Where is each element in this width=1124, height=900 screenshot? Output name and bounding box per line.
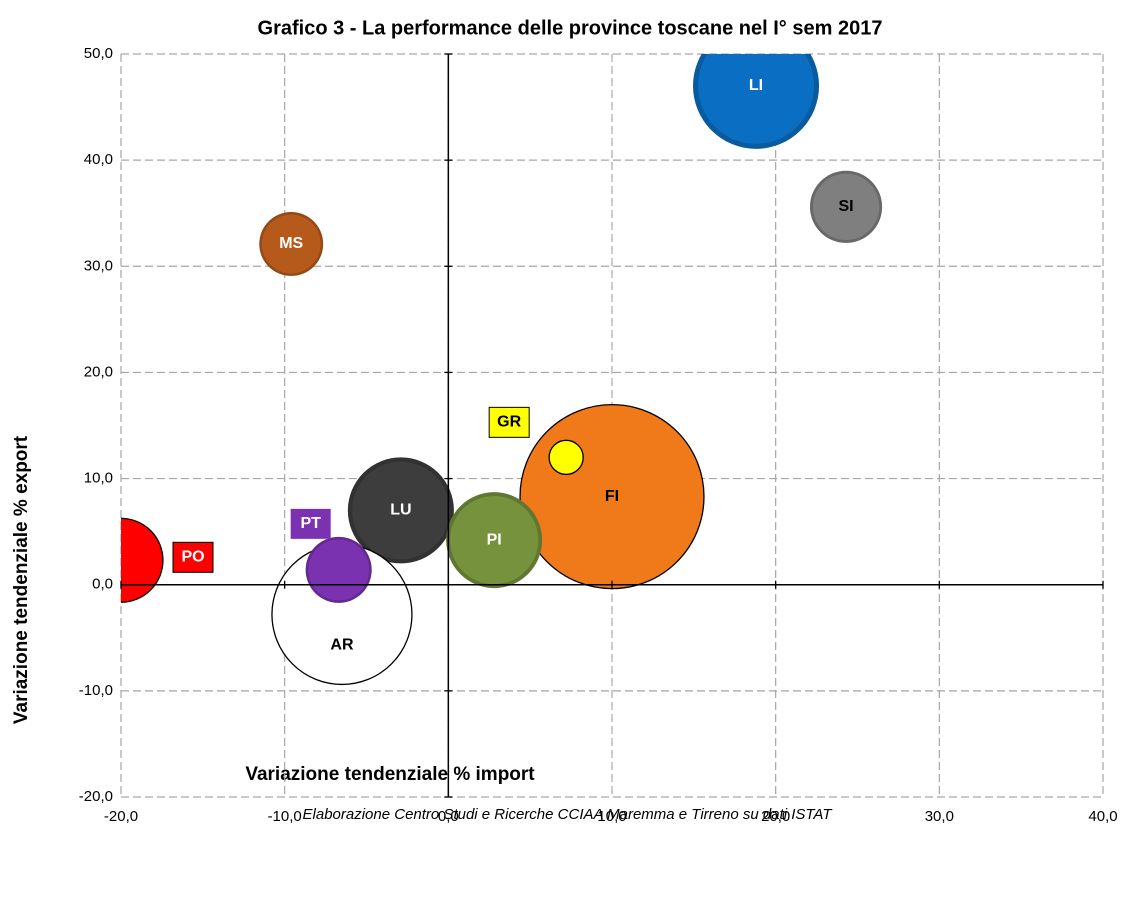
x-tick-label: -20,0	[104, 808, 138, 825]
x-tick-label: 30,0	[925, 808, 954, 825]
bubble-label: MS	[279, 235, 303, 252]
bubble-label: SI	[838, 198, 853, 215]
y-tick-label: 0,0	[92, 576, 113, 593]
bubble-label: LU	[390, 502, 411, 519]
bubble	[809, 170, 883, 243]
chart-title: Grafico 3 - La performance delle provinc…	[258, 17, 883, 39]
bubble-shade	[305, 536, 372, 603]
bubble-shade	[259, 212, 324, 276]
y-tick-label: 30,0	[84, 257, 113, 274]
x-tick-label: -10,0	[268, 808, 302, 825]
x-tick-label: 40,0	[1088, 808, 1117, 825]
y-tick-label: 40,0	[84, 151, 113, 168]
bubble	[548, 439, 584, 476]
bubble	[259, 212, 324, 276]
bubble-label: LI	[749, 77, 763, 94]
y-tick-label: 20,0	[84, 363, 113, 380]
bubble-label: GR	[497, 414, 521, 431]
bubble-shade	[347, 457, 454, 564]
bubble-label: PT	[300, 515, 321, 532]
bubble-label: PI	[487, 531, 502, 548]
bubble	[305, 536, 372, 603]
label-box	[290, 508, 331, 539]
y-tick-label: 10,0	[84, 470, 113, 487]
bubble	[121, 517, 164, 603]
x-tick-label: 10,0	[597, 808, 626, 825]
bubble	[693, 54, 820, 149]
source-note: Elaborazione Centro Studi e Ricerche CCI…	[303, 806, 834, 823]
bubble-label: AR	[330, 637, 354, 654]
label-box	[172, 541, 214, 573]
plot-area	[121, 54, 883, 686]
x-tick-label: 0,0	[438, 808, 459, 825]
label-box	[488, 406, 530, 438]
bubble-shade	[809, 170, 883, 243]
x-axis-label: Variazione tendenziale % import	[245, 764, 535, 785]
bubble-label: PO	[181, 549, 204, 566]
y-tick-label: -20,0	[79, 788, 113, 805]
x-tick-label: 20,0	[761, 808, 790, 825]
bubble	[347, 457, 454, 564]
bubble	[446, 492, 543, 589]
bubble-shade	[693, 54, 820, 149]
y-axis-label: Variazione tendenziale % export	[11, 435, 32, 724]
y-tick-label: 50,0	[84, 45, 113, 62]
bubble-label: FI	[605, 488, 619, 505]
y-tick-label: -10,0	[79, 682, 113, 699]
